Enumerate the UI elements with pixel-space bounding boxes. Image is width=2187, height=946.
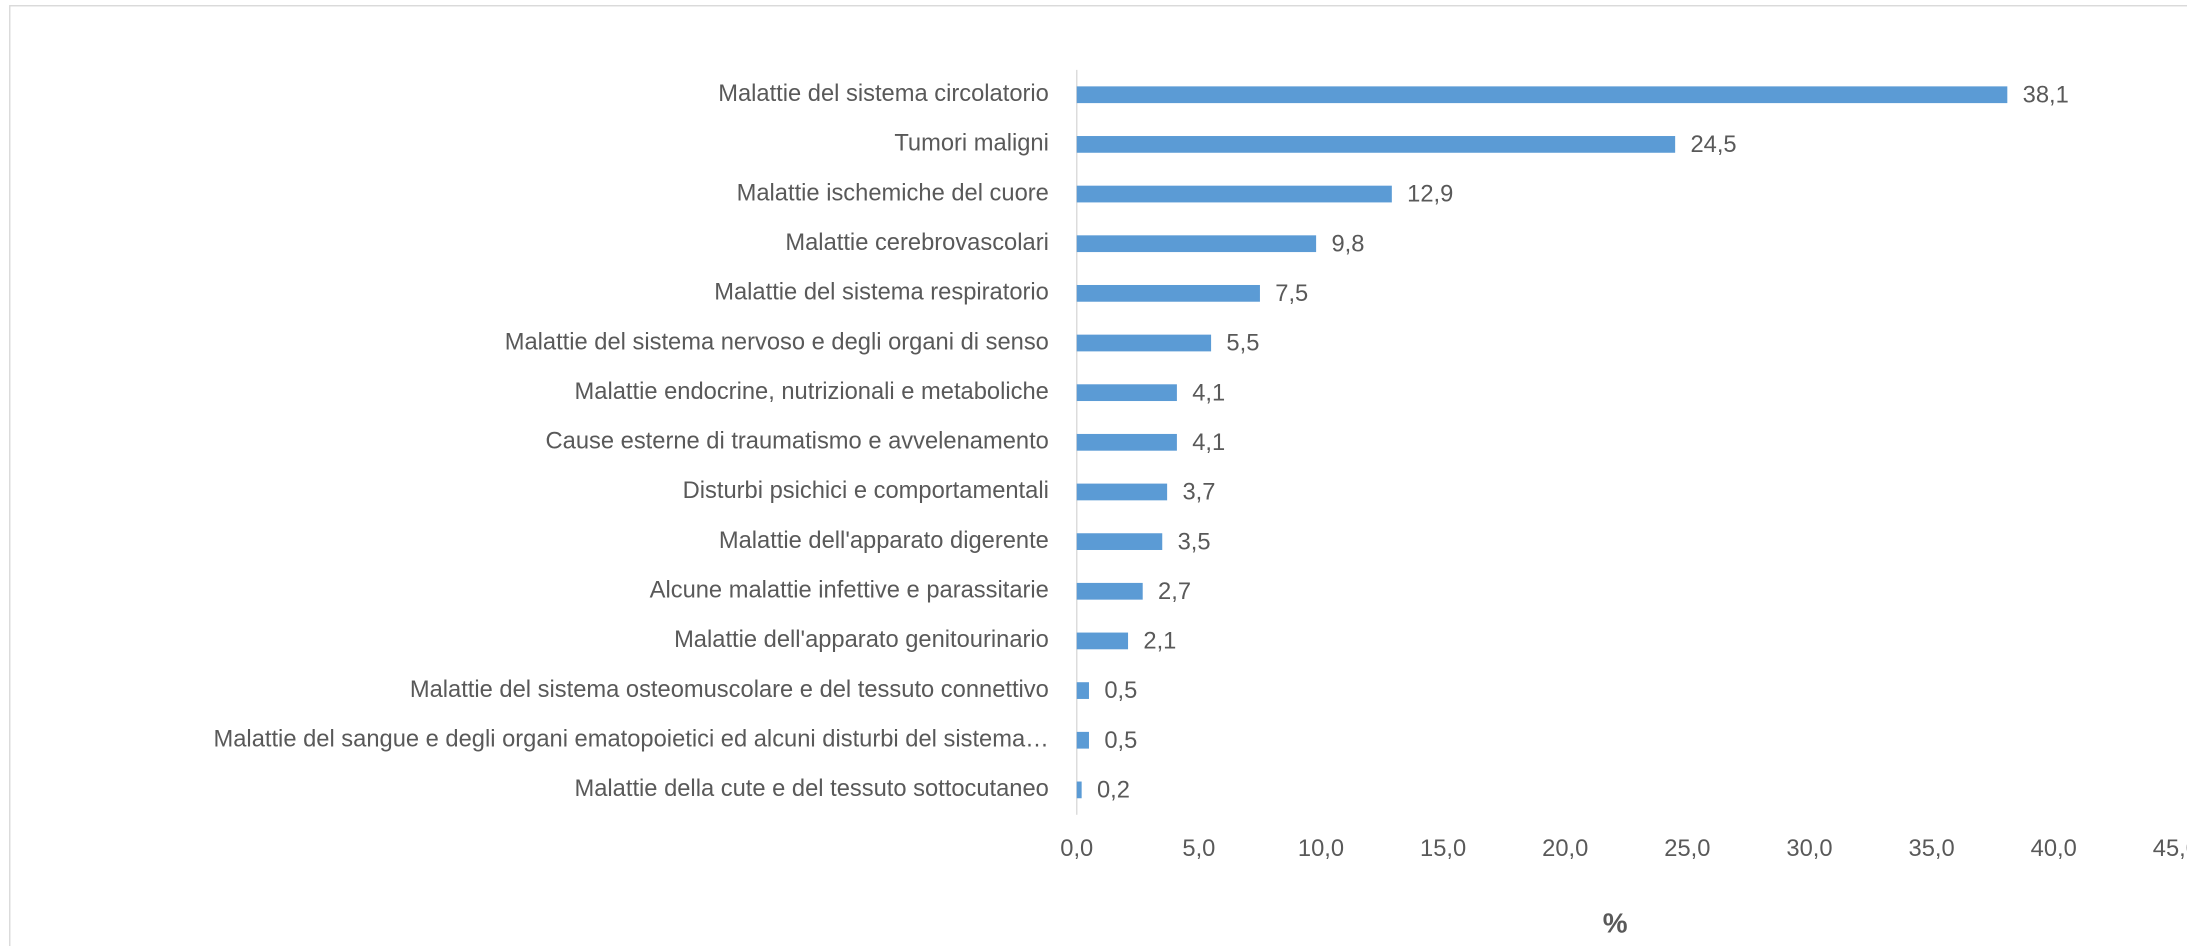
y-tick-label: Malattie dell'apparato digerente — [719, 528, 1049, 554]
bar — [1076, 433, 1177, 451]
data-label: 2,7 — [1158, 579, 1191, 605]
bar — [1076, 284, 1260, 302]
x-tick-label: 25,0 — [1664, 836, 1710, 862]
bar — [1076, 632, 1129, 650]
data-label: 4,1 — [1192, 430, 1225, 456]
x-tick-label: 35,0 — [1909, 836, 1955, 862]
x-tick-label: 5,0 — [1182, 836, 1215, 862]
bar — [1076, 533, 1163, 550]
data-label: 7,5 — [1275, 281, 1308, 307]
y-tick-label: Malattie del sistema circolatorio — [718, 81, 1049, 107]
bar — [1076, 731, 1089, 749]
data-label: 0,2 — [1097, 778, 1130, 804]
x-tick-label: 10,0 — [1298, 836, 1344, 862]
y-tick-label: Malattie del sistema nervoso e degli org… — [505, 329, 1049, 355]
x-axis-label: % — [1603, 907, 1628, 938]
bar — [1076, 86, 2008, 104]
y-tick-label: Cause esterne di traumatismo e avvelenam… — [546, 429, 1049, 455]
y-tick-label: Malattie endocrine, nutrizionali e metab… — [575, 379, 1049, 405]
x-tick-label: 0,0 — [1060, 836, 1093, 862]
bar — [1076, 136, 1676, 153]
bar — [1076, 235, 1317, 253]
bar — [1076, 384, 1177, 402]
y-tick-label: Tumori maligni — [894, 131, 1049, 157]
y-tick-label: Malattie dell'apparato genitourinario — [674, 627, 1049, 653]
data-label: 2,1 — [1143, 629, 1176, 655]
data-label: 4,1 — [1192, 380, 1225, 406]
data-label: 3,7 — [1182, 480, 1215, 506]
bar — [1076, 334, 1212, 352]
data-label: 0,5 — [1104, 678, 1137, 704]
data-label: 5,5 — [1226, 331, 1259, 357]
data-label: 38,1 — [2023, 82, 2069, 108]
y-tick-label: Alcune malattie infettive e parassitarie — [650, 578, 1049, 604]
data-label: 12,9 — [1407, 182, 1453, 208]
x-tick-label: 15,0 — [1420, 836, 1466, 862]
y-tick-label: Malattie del sistema osteomuscolare e de… — [410, 677, 1049, 703]
y-tick-label: Malattie del sangue e degli organi emato… — [214, 727, 1049, 753]
y-tick-label: Malattie della cute e del tessuto sottoc… — [574, 776, 1048, 802]
y-tick-label: Malattie cerebrovascolari — [785, 230, 1048, 256]
data-label: 0,5 — [1104, 728, 1137, 754]
bar — [1076, 781, 1082, 799]
y-tick-label: Malattie del sistema respiratorio — [714, 280, 1049, 306]
data-label: 3,5 — [1178, 529, 1211, 555]
data-label: 9,8 — [1331, 231, 1364, 257]
data-label: 24,5 — [1690, 132, 1736, 158]
x-tick-label: 30,0 — [1786, 836, 1832, 862]
x-tick-label: 20,0 — [1542, 836, 1588, 862]
x-tick-label: 45,0 — [2153, 836, 2187, 862]
bar — [1076, 582, 1143, 600]
chart-border — [9, 5, 2187, 946]
bar — [1076, 682, 1089, 699]
x-tick-label: 40,0 — [2031, 836, 2077, 862]
bar — [1076, 185, 1392, 203]
y-tick-label: Malattie ischemiche del cuore — [737, 180, 1049, 206]
bar — [1076, 483, 1168, 501]
y-tick-label: Disturbi psichici e comportamentali — [683, 478, 1049, 504]
